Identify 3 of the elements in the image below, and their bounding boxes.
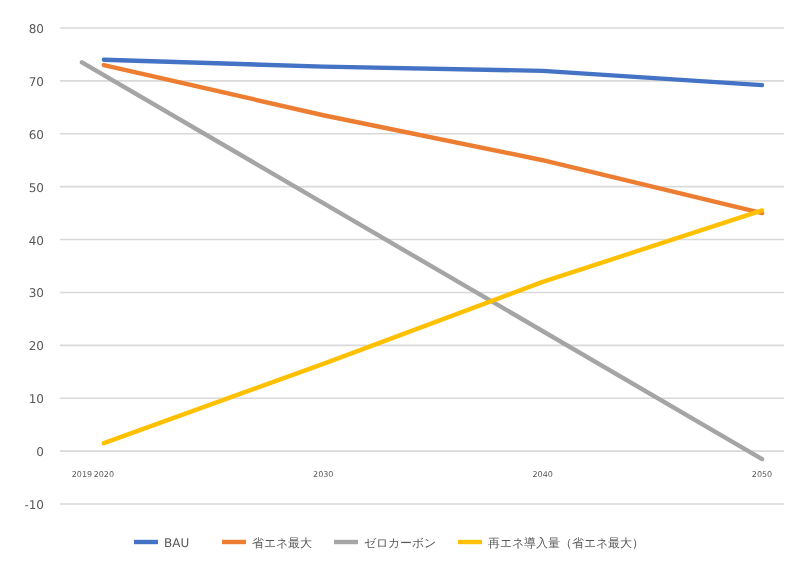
line-series <box>101 62 765 216</box>
line-series <box>101 57 765 88</box>
line-series <box>101 208 765 446</box>
